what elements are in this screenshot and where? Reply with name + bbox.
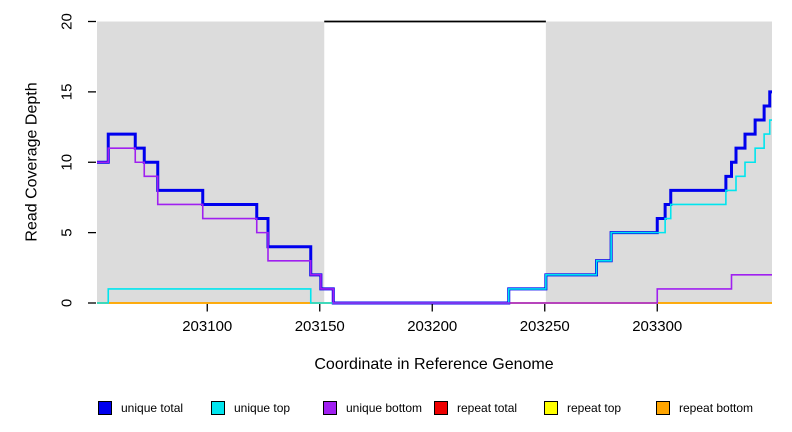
x-axis-title: Coordinate in Reference Genome [314, 356, 553, 373]
y-tick-label: 0 [59, 299, 76, 307]
legend-label: unique bottom [346, 401, 423, 415]
plot-area [97, 20, 772, 305]
legend-swatch-icon [544, 401, 558, 415]
x-tick-label: 203300 [632, 318, 682, 335]
legend-item-unique-top: unique top [211, 401, 290, 415]
legend-item-unique-total: unique total [98, 401, 183, 415]
x-tick-label: 203100 [182, 318, 232, 335]
legend-item-unique-bottom: unique bottom [323, 401, 422, 415]
legend-swatch-icon [98, 401, 112, 415]
x-tick-label: 203250 [520, 318, 570, 335]
legend: unique total unique top unique bottom repea… [0, 401, 792, 419]
series-unique-bottom [97, 147, 772, 304]
legend-label: repeat top [567, 401, 622, 415]
y-tick-label: 10 [59, 154, 76, 171]
y-tick-label: 15 [59, 84, 76, 101]
legend-label: unique total [121, 401, 184, 415]
legend-item-repeat-total: repeat total [434, 401, 517, 415]
masked-region [545, 21, 772, 303]
legend-label: unique top [234, 401, 291, 415]
legend-swatch-icon [211, 401, 225, 415]
legend-label: repeat bottom [679, 401, 754, 415]
y-tick-label: 20 [59, 13, 76, 30]
x-tick-label: 203150 [295, 318, 345, 335]
legend-label: repeat total [457, 401, 518, 415]
y-axis-title: Read Coverage Depth [24, 82, 41, 241]
x-tick-label: 203200 [407, 318, 457, 335]
legend-item-repeat-bottom: repeat bottom [656, 401, 753, 415]
axes: 203100 203150 203200 203250 203300 0 5 10 15 20 [59, 13, 683, 335]
legend-swatch-icon [434, 401, 448, 415]
legend-swatch-icon [656, 401, 670, 415]
legend-item-repeat-top: repeat top [544, 401, 621, 415]
y-tick-label: 5 [59, 228, 76, 236]
legend-swatch-icon [323, 401, 337, 415]
